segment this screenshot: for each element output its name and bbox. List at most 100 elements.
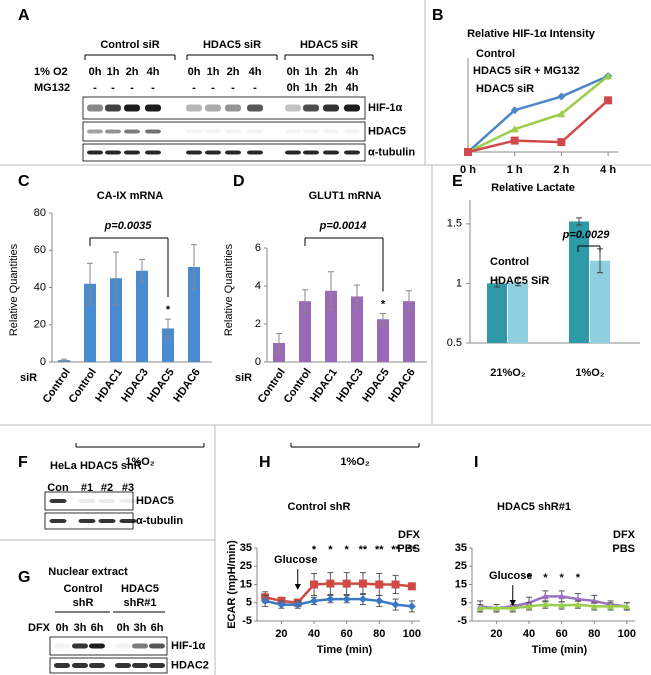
point — [557, 110, 566, 118]
lane-label: - — [253, 82, 257, 94]
blot-band — [72, 643, 88, 649]
lane-label: 3h — [134, 622, 147, 634]
annotation: p=0.0029 — [562, 229, 611, 241]
bar — [325, 290, 337, 362]
x-tick-label: 4 h — [600, 164, 616, 176]
x-axis-label: siR — [20, 372, 37, 384]
x-tick-label: 20 — [490, 628, 502, 640]
blot-band — [89, 663, 105, 668]
y-tick-label: 2 — [255, 318, 261, 330]
blot-band — [87, 104, 103, 112]
group-label: HDAC5 siR — [203, 39, 261, 51]
panel-letter: I — [474, 454, 478, 471]
blot-band — [344, 150, 360, 155]
point — [607, 602, 615, 610]
point — [590, 597, 598, 604]
blot-band — [205, 150, 221, 155]
blot-band — [115, 643, 131, 649]
legend-label: HDAC5 siR + MG132 — [473, 65, 580, 77]
legend-label: DFX — [398, 529, 421, 541]
point — [261, 596, 270, 605]
x-tick-label: 80 — [373, 628, 385, 640]
blot-band — [72, 663, 88, 668]
bar — [299, 301, 311, 362]
lane-label: 1h — [305, 82, 318, 94]
blot-band — [149, 663, 165, 668]
x-tick-label: Control — [67, 367, 99, 406]
blot-band — [225, 129, 241, 134]
star: ** — [391, 544, 400, 556]
band-label: α-tubulin — [136, 515, 183, 527]
group-label: HDAC5 siR — [300, 39, 358, 51]
chart-title: CA-IX mRNA — [97, 190, 164, 202]
group-label: shR — [73, 597, 94, 609]
y-tick-label: 15 — [240, 578, 252, 590]
legend-label: PBS — [612, 543, 635, 555]
x-tick-label: 1 h — [507, 164, 523, 176]
point — [375, 596, 384, 605]
blot-band — [303, 129, 319, 134]
blot-band — [247, 129, 263, 134]
x-tick-label: 60 — [556, 628, 568, 640]
star: * — [543, 572, 548, 584]
star: * — [166, 304, 171, 316]
point — [558, 592, 566, 600]
point — [604, 72, 613, 80]
blot-band — [105, 104, 121, 112]
blot-band — [132, 663, 148, 668]
star: ** — [359, 544, 368, 556]
bar — [110, 278, 122, 362]
chart-title: Relative Lactate — [491, 182, 575, 194]
blot-frame — [49, 636, 168, 656]
x-tick-label: 80 — [588, 628, 600, 640]
blot-band — [98, 519, 116, 523]
group-label: 1%O₂ — [125, 456, 154, 468]
lane-label: 3h — [74, 622, 87, 634]
blot-band — [344, 129, 360, 134]
blot-band — [54, 663, 70, 668]
point — [510, 106, 519, 115]
line — [467, 75, 609, 154]
x-tick-label: 0 h — [460, 164, 476, 176]
lane-label: 0h — [89, 66, 102, 78]
blot-band — [186, 104, 202, 112]
blot-band — [225, 150, 241, 155]
blot-band — [78, 519, 96, 523]
x-tick-label: 20 — [275, 628, 287, 640]
blot-band — [132, 643, 148, 649]
blot-band — [247, 104, 263, 112]
star: * — [381, 298, 386, 310]
point — [541, 592, 549, 600]
y-tick-label: 80 — [34, 207, 46, 219]
star: * — [560, 572, 565, 584]
blot-title: HeLa HDAC5 shR — [50, 460, 142, 472]
bar — [569, 221, 589, 343]
line — [467, 74, 609, 153]
y-tick-label: 4 — [255, 280, 261, 292]
lane-label: - — [130, 82, 134, 94]
blot-frame — [82, 96, 366, 120]
point — [391, 600, 400, 609]
y-tick-label: 25 — [455, 560, 467, 572]
y-axis-label: Relative Quantities — [223, 243, 235, 336]
point — [590, 602, 598, 610]
line — [467, 99, 609, 154]
y-tick-label: -5 — [457, 615, 467, 627]
blot-frame — [49, 657, 168, 674]
y-tick-label: 35 — [240, 542, 252, 554]
point — [492, 604, 500, 612]
blot-band — [54, 643, 70, 649]
bar — [403, 301, 415, 362]
band-label: HIF-1α — [368, 102, 403, 114]
panel-letter: E — [452, 173, 463, 190]
blot-band — [49, 519, 67, 523]
x-axis-label: Time (min) — [532, 644, 588, 656]
x-tick-label: 100 — [403, 628, 421, 640]
point — [558, 601, 566, 609]
blot-band — [205, 104, 221, 112]
point — [476, 604, 484, 612]
blot-band — [285, 150, 301, 155]
y-tick-label: 15 — [455, 578, 467, 590]
annotation: Glucose — [274, 554, 317, 566]
